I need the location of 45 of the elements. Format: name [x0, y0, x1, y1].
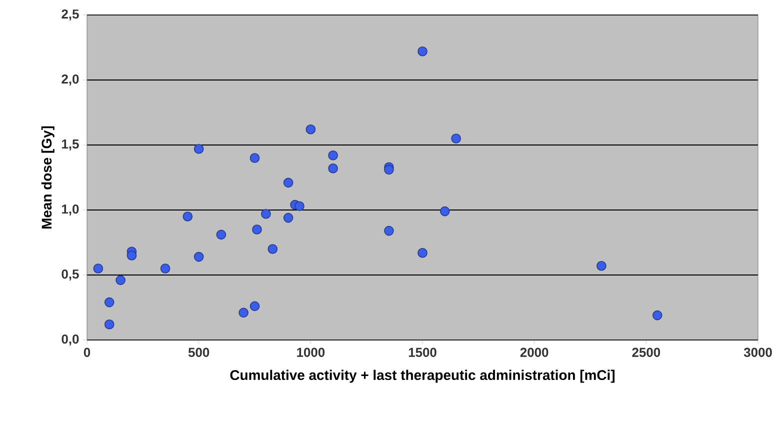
- point: [182, 212, 193, 222]
- point: [328, 164, 338, 174]
- point: [238, 308, 248, 318]
- x-tick-label: 2500: [632, 348, 660, 357]
- point: [440, 206, 450, 216]
- point: [328, 150, 338, 160]
- y-axis-title: Mean dose [Gy]: [41, 126, 54, 228]
- point: [283, 178, 294, 188]
- point: [104, 297, 114, 308]
- point: [596, 261, 606, 271]
- point: [250, 301, 260, 312]
- y-tick-label: 0,0: [62, 334, 79, 346]
- x-tick-label: 3000: [744, 348, 772, 357]
- y-tick-label: 2,0: [62, 74, 79, 86]
- point: [418, 46, 428, 56]
- y-tick-label: 1,0: [62, 204, 79, 216]
- point: [93, 264, 104, 274]
- point: [194, 252, 204, 262]
- point: [216, 230, 226, 240]
- x-tick-label: 1500: [408, 348, 436, 357]
- point: [652, 310, 662, 320]
- point: [294, 201, 304, 211]
- point: [160, 264, 170, 274]
- x-tick-label: 0: [84, 348, 90, 357]
- point: [306, 124, 316, 134]
- x-axis-title: Cumulative activity + last therapeutic administration [mCi]: [230, 370, 614, 383]
- point: [126, 250, 137, 260]
- point: [451, 134, 461, 144]
- point: [384, 226, 394, 236]
- x-tick-label: 500: [188, 348, 210, 357]
- point: [194, 144, 204, 154]
- point: [384, 164, 394, 175]
- point: [418, 248, 428, 258]
- x-tick-label: 2000: [520, 348, 548, 357]
- point: [104, 320, 114, 330]
- y-tick-label: 0,5: [62, 269, 79, 281]
- point: [116, 275, 126, 286]
- x-tick-label: 1000: [297, 348, 325, 357]
- point: [250, 153, 260, 163]
- point: [252, 224, 262, 234]
- point: [268, 244, 278, 254]
- point: [261, 209, 271, 219]
- y-tick-label: 2,5: [62, 9, 79, 21]
- point: [283, 212, 294, 223]
- y-tick-label: 1,5: [62, 140, 79, 150]
